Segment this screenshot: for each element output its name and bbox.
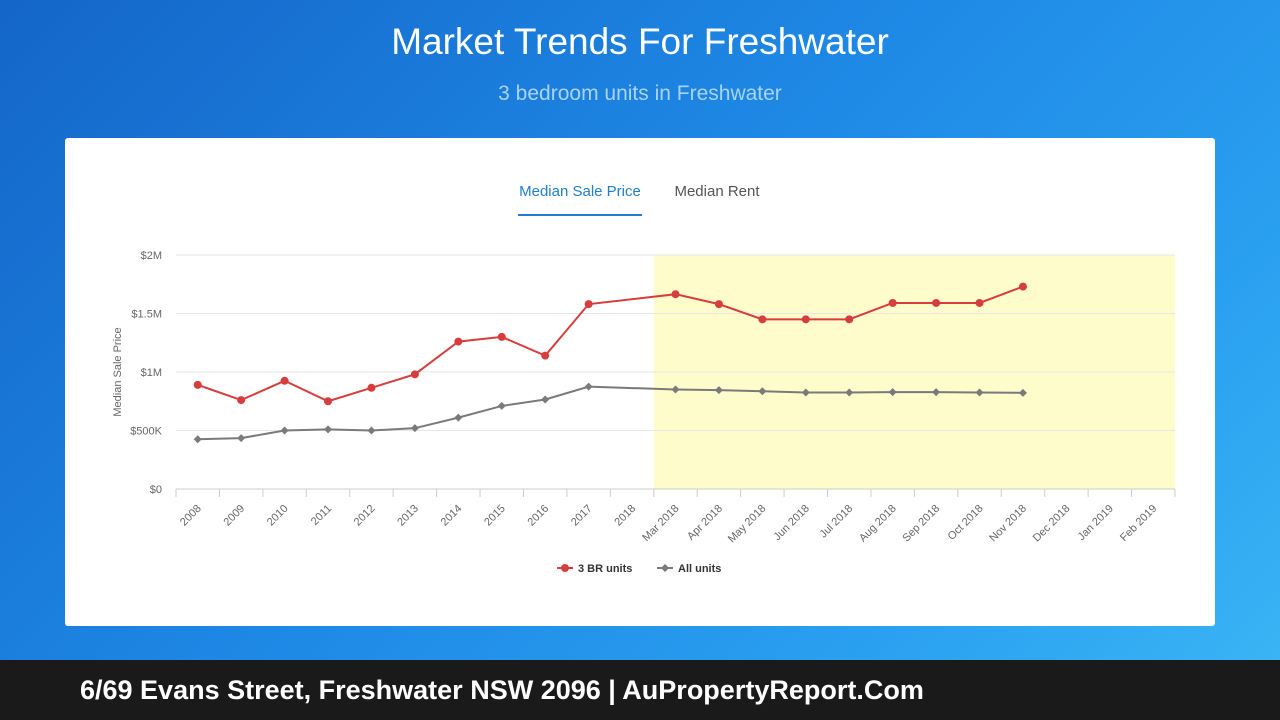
x-tick-label: Oct 2018 [946, 503, 986, 543]
chart-card: Median Sale Price Median Rent $0 $500K $1M… [65, 138, 1215, 626]
data-point [193, 380, 202, 389]
data-point [237, 434, 246, 443]
x-tick-label: 2015 [482, 503, 508, 529]
data-point [758, 315, 767, 324]
x-tick-label: 2011 [309, 503, 334, 528]
data-point [367, 383, 376, 392]
data-point [975, 298, 984, 307]
data-point [888, 388, 897, 397]
y-tick-label: $1M [141, 367, 162, 379]
x-tick-label: Aug 2018 [857, 503, 899, 545]
data-point [497, 332, 506, 341]
chart-tabs: Median Sale Price Median Rent [65, 182, 1215, 218]
y-tick-label: $2M [141, 250, 162, 262]
x-tick-label: Sep 2018 [900, 503, 942, 545]
legend-marker [561, 564, 569, 572]
data-point [324, 397, 333, 406]
x-tick-label: Jun 2018 [771, 503, 811, 543]
data-point [801, 315, 810, 324]
x-tick-label: 2014 [439, 503, 465, 529]
x-tick-label: 2016 [526, 503, 552, 529]
data-point [758, 387, 767, 396]
data-point [801, 388, 810, 397]
line-chart: $0 $500K $1M $1.5M $2M Median Sale Price 2008 2… [112, 250, 1176, 575]
legend-marker [661, 564, 669, 572]
data-point [541, 395, 550, 404]
data-point [410, 370, 419, 379]
x-tick-label: 2018 [612, 503, 638, 529]
data-point [280, 426, 289, 435]
legend-item: 3 BR units [557, 563, 632, 575]
x-tick-label: 2012 [352, 503, 378, 529]
data-point [888, 298, 897, 307]
data-point [714, 300, 723, 309]
data-point [845, 388, 854, 397]
data-point [1018, 282, 1027, 291]
footer-address: 6/69 Evans Street, Freshwater NSW 2096 |… [80, 675, 924, 705]
x-tick-label: Apr 2018 [685, 503, 725, 543]
legend-label: 3 BR units [578, 563, 632, 575]
data-point [584, 300, 593, 309]
x-tick-label: 2010 [265, 503, 291, 529]
x-tick-label: May 2018 [726, 503, 769, 546]
legend-label: All units [678, 563, 721, 575]
data-point [497, 401, 506, 410]
data-point [280, 376, 289, 385]
x-tick-label: Jan 2019 [1075, 503, 1115, 543]
legend: 3 BR units All units [557, 563, 721, 575]
data-point [324, 425, 333, 434]
data-point [410, 424, 419, 433]
data-point [671, 290, 680, 299]
data-point [541, 351, 550, 360]
data-point [193, 435, 202, 444]
x-tick-label: Feb 2019 [1118, 503, 1159, 544]
y-tick-label: $1.5M [131, 309, 162, 321]
y-tick-label: $0 [150, 484, 162, 496]
y-axis-label: Median Sale Price [112, 327, 124, 416]
x-tick-label: Mar 2018 [640, 503, 681, 544]
x-tick-label: Nov 2018 [987, 503, 1029, 545]
data-point [454, 337, 463, 346]
data-point [932, 388, 941, 397]
x-tick-label: 2009 [221, 503, 247, 529]
x-tick-label: Jul 2018 [817, 503, 855, 541]
footer-bar: 6/69 Evans Street, Freshwater NSW 2096 |… [0, 660, 1280, 720]
series-0 [193, 282, 1027, 406]
data-point [714, 386, 723, 395]
tab-median-sale-price[interactable]: Median Sale Price [518, 182, 642, 216]
data-point [671, 385, 680, 394]
y-tick-label: $500K [130, 426, 162, 438]
x-tick-label: Dec 2018 [1031, 503, 1073, 545]
legend-item: All units [657, 563, 721, 575]
series-1 [193, 382, 1027, 444]
data-point [1018, 388, 1027, 397]
data-point [584, 382, 593, 391]
page-title: Market Trends For Freshwater [391, 21, 889, 62]
data-point [845, 315, 854, 324]
data-point [932, 298, 941, 307]
data-point [975, 388, 984, 397]
data-point [367, 426, 376, 435]
data-point [454, 413, 463, 422]
tab-median-rent[interactable]: Median Rent [674, 183, 760, 200]
x-tick-label: 2008 [178, 503, 204, 529]
data-point [237, 396, 246, 405]
x-tick-label: 2013 [395, 503, 421, 529]
x-tick-label: 2017 [569, 503, 595, 529]
page-subtitle: 3 bedroom units in Freshwater [498, 82, 782, 105]
